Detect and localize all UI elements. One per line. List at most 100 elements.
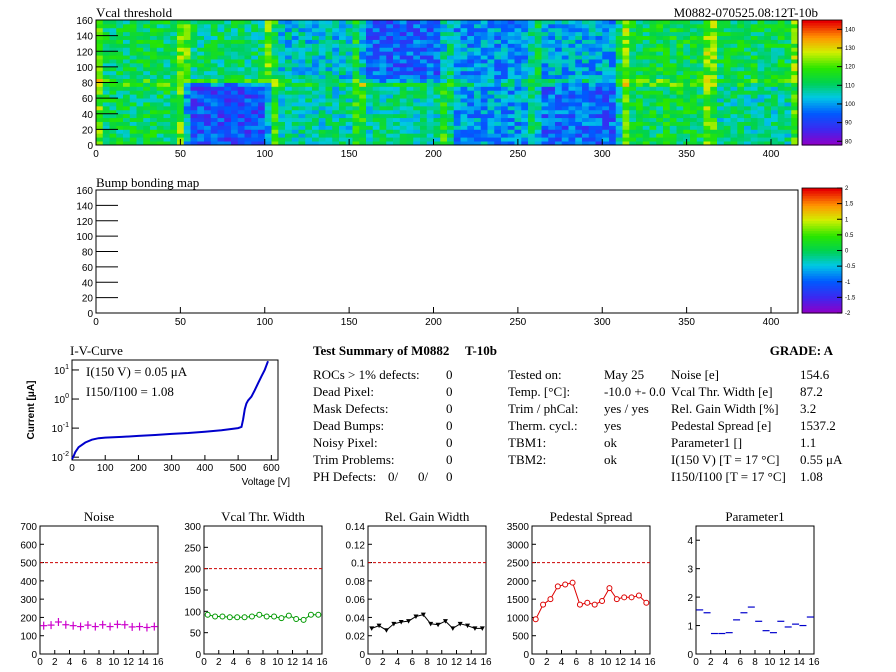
- heatmap-cell: [609, 102, 617, 107]
- heatmap-cell: [696, 94, 704, 99]
- heatmap-cell: [170, 98, 178, 103]
- heatmap-cell: [285, 102, 293, 107]
- heatmap-cell: [521, 23, 529, 29]
- heatmap-cell: [629, 125, 637, 130]
- heatmap-cell: [642, 55, 650, 60]
- heatmap-cell: [352, 133, 360, 138]
- heatmap-cell: [636, 113, 644, 119]
- heatmap-cell: [163, 141, 171, 146]
- heatmap-cell: [123, 62, 131, 68]
- heatmap-cell: [636, 35, 644, 40]
- heatmap-cell: [183, 31, 191, 37]
- heatmap-cell: [723, 133, 731, 138]
- heatmap-cell: [177, 105, 185, 111]
- heatmap-cell: [136, 55, 144, 60]
- heatmap-cell: [480, 121, 488, 126]
- heatmap-cell: [507, 90, 515, 95]
- heatmap-cell: [291, 35, 299, 40]
- heatmap-cell: [656, 31, 664, 37]
- heatmap-cell: [663, 20, 671, 25]
- heatmap-cell: [224, 90, 232, 95]
- heatmap-cell: [291, 70, 299, 76]
- heatmap-cell: [501, 129, 509, 134]
- heatmap-cell: [123, 141, 131, 146]
- heatmap-cell: [251, 90, 259, 95]
- heatmap-cell: [757, 105, 765, 111]
- heatmap-cell: [474, 31, 482, 37]
- heatmap-cell: [629, 66, 637, 72]
- iv-title: I-V-Curve: [70, 343, 123, 358]
- heatmap-cell: [237, 90, 245, 95]
- heatmap-cell: [636, 27, 644, 33]
- small-data-point: [606, 585, 613, 592]
- x-tick-label: 100: [256, 317, 273, 328]
- heatmap-cell: [642, 23, 650, 29]
- heatmap-cell: [143, 78, 151, 83]
- heatmap-cell: [487, 39, 495, 44]
- heatmap-cell: [156, 133, 164, 138]
- heatmap-cell: [204, 109, 212, 115]
- heatmap-cell: [649, 86, 657, 91]
- heatmap-cell: [379, 23, 387, 29]
- heatmap-cell: [197, 117, 205, 122]
- heatmap-cell: [683, 125, 691, 130]
- heatmap-cell: [467, 141, 475, 146]
- heatmap-cell: [663, 98, 671, 103]
- heatmap-cell: [264, 86, 272, 91]
- heatmap-cell: [352, 31, 360, 37]
- heatmap-cell: [143, 62, 151, 68]
- heatmap-cell: [764, 31, 772, 37]
- heatmap-cell: [642, 66, 650, 72]
- heatmap-cell: [534, 82, 542, 87]
- heatmap-cell: [291, 20, 299, 25]
- heatmap-cell: [258, 66, 266, 72]
- heatmap-cell: [359, 62, 367, 68]
- heatmap-cell: [96, 31, 104, 37]
- heatmap-cell: [501, 121, 509, 126]
- heatmap-cell: [318, 90, 326, 95]
- heatmap-cell: [298, 51, 306, 56]
- heatmap-cell: [116, 141, 124, 146]
- heatmap-cell: [102, 20, 110, 25]
- heatmap-cell: [312, 105, 320, 111]
- heatmap-cell: [339, 47, 347, 52]
- heatmap-cell: [177, 125, 185, 130]
- heatmap-cell: [170, 59, 178, 64]
- heatmap-cell: [204, 125, 212, 130]
- heatmap-cell: [278, 82, 286, 87]
- heatmap-cell: [744, 113, 752, 119]
- heatmap-cell: [359, 59, 367, 64]
- heatmap-cell: [703, 39, 711, 44]
- heatmap-cell: [312, 129, 320, 134]
- heatmap-cell: [433, 82, 441, 87]
- heatmap-cell: [413, 82, 421, 87]
- heatmap-cell: [109, 70, 117, 76]
- heatmap-cell: [305, 86, 313, 91]
- heatmap-cell: [264, 125, 272, 130]
- heatmap-cell: [339, 121, 347, 126]
- heatmap-cell: [771, 109, 779, 115]
- heatmap-cell: [609, 31, 617, 37]
- heatmap-cell: [325, 39, 333, 44]
- heatmap-cell: [190, 62, 198, 68]
- heatmap-cell: [102, 137, 110, 142]
- heatmap-cell: [548, 121, 556, 126]
- small-data-point: [584, 599, 591, 606]
- heatmap-cell: [197, 20, 205, 25]
- heatmap-cell: [190, 43, 198, 48]
- heatmap-cell: [460, 109, 468, 115]
- heatmap-cell: [237, 113, 245, 119]
- heatmap-cell: [210, 113, 218, 119]
- heatmap-cell: [487, 31, 495, 37]
- heatmap-cell: [447, 137, 455, 142]
- heatmap-cell: [231, 86, 239, 91]
- heatmap-cell: [737, 137, 745, 142]
- heatmap-cell: [447, 102, 455, 107]
- heatmap-cell: [521, 43, 529, 48]
- heatmap-cell: [116, 94, 124, 99]
- heatmap-cell: [393, 39, 401, 44]
- heatmap-cell: [163, 109, 171, 115]
- heatmap-cell: [480, 105, 488, 111]
- heatmap-cell: [588, 86, 596, 91]
